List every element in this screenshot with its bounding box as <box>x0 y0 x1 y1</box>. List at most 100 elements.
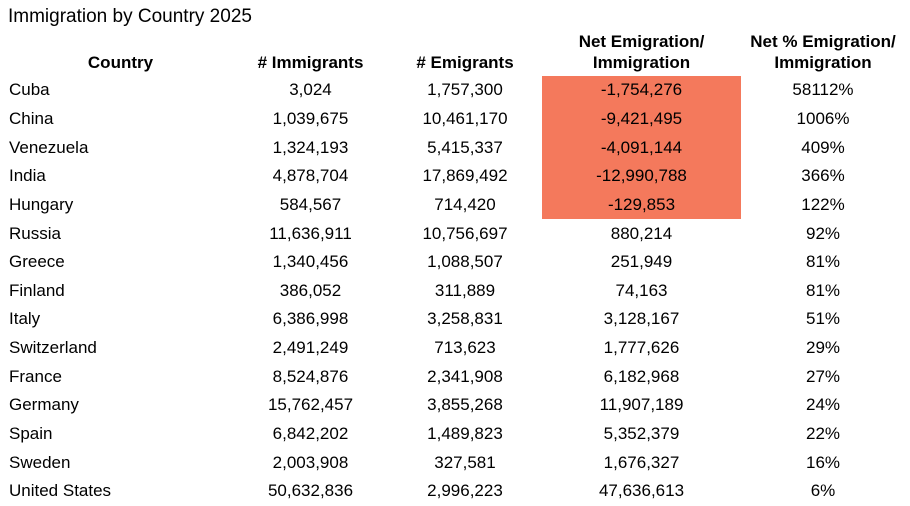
table-row: United States 50,632,836 2,996,223 47,63… <box>8 477 905 506</box>
cell-emigrants: 713,623 <box>434 338 496 358</box>
cell-country: France <box>9 366 62 386</box>
cell-net: 74,163 <box>615 280 668 300</box>
column-header-immigrants-label: # Immigrants <box>257 53 364 72</box>
column-header-country: Country <box>8 30 233 76</box>
table-header-row: Country # Immigrants # Emigrants Net Emi… <box>8 30 905 76</box>
cell-emigrants: 10,756,697 <box>422 223 508 243</box>
cell-net: 11,907,189 <box>599 395 684 415</box>
cell-immigrants: 2,003,908 <box>272 452 349 472</box>
column-header-emigrants: # Emigrants <box>388 30 542 76</box>
cell-net-pct: 122% <box>801 194 845 214</box>
table-row: Finland 386,052 311,889 74,163 81% <box>8 276 905 305</box>
cell-country: Switzerland <box>9 338 97 358</box>
cell-net: -1,754,276 <box>542 76 741 105</box>
column-header-net-label-line2: Immigration <box>592 53 691 72</box>
cell-country: Italy <box>9 309 41 329</box>
table-row: Spain 6,842,202 1,489,823 5,352,379 22% <box>8 420 905 449</box>
column-header-emigrants-label: # Emigrants <box>416 53 514 72</box>
column-header-country-label: Country <box>87 53 154 72</box>
column-header-immigrants: # Immigrants <box>233 30 388 76</box>
cell-net-pct: 81% <box>805 280 841 300</box>
table-row: Germany 15,762,457 3,855,268 11,907,189 … <box>8 391 905 420</box>
cell-country: Finland <box>9 280 65 300</box>
cell-net-pct: 92% <box>805 223 841 243</box>
cell-immigrants: 4,878,704 <box>272 166 349 186</box>
column-header-net: Net Emigration/ Immigration <box>542 30 741 76</box>
table-row: Russia 11,636,911 10,756,697 880,214 92% <box>8 219 905 248</box>
cell-net: 6,182,968 <box>603 366 680 386</box>
cell-emigrants: 17,869,492 <box>422 166 508 186</box>
cell-net-pct: 29% <box>805 338 841 358</box>
cell-net-pct: 24% <box>805 395 841 415</box>
table-row: Cuba 3,024 1,757,300 -1,754,276 58112% <box>8 76 905 105</box>
cell-net-pct: 366% <box>801 166 845 186</box>
cell-immigrants: 1,340,456 <box>272 252 349 272</box>
cell-net: 5,352,379 <box>603 424 680 443</box>
table-row: Italy 6,386,998 3,258,831 3,128,167 51% <box>8 305 905 334</box>
cell-net-pct: 51% <box>805 309 841 329</box>
table-row: Sweden 2,003,908 327,581 1,676,327 16% <box>8 448 905 477</box>
cell-country: India <box>9 166 46 186</box>
cell-immigrants: 1,324,193 <box>272 137 349 157</box>
table-row: India 4,878,704 17,869,492 -12,990,788 3… <box>8 161 905 191</box>
column-header-net-pct-label-line2: Immigration <box>774 53 872 72</box>
column-header-net-pct-label-line1: Net % Emigration/ <box>750 32 896 51</box>
cell-emigrants: 1,489,823 <box>427 424 503 443</box>
table-row: Venezuela 1,324,193 5,415,337 -4,091,144… <box>8 133 905 162</box>
cell-net-pct: 16% <box>805 452 841 472</box>
table-row: China 1,039,675 10,461,170 -9,421,495 10… <box>8 104 905 134</box>
cell-immigrants: 1,039,675 <box>272 108 349 128</box>
cell-country: United States <box>9 481 112 501</box>
cell-immigrants: 11,636,911 <box>269 223 352 243</box>
cell-immigrants: 15,762,457 <box>267 395 354 415</box>
column-header-net-pct: Net % Emigration/ Immigration <box>741 30 905 76</box>
cell-net: 1,676,327 <box>603 452 680 472</box>
cell-net: 3,128,167 <box>603 309 680 329</box>
cell-net-pct: 22% <box>805 424 841 443</box>
cell-net-pct: 6% <box>810 481 836 501</box>
cell-net-pct: 409% <box>801 137 845 157</box>
cell-country: Hungary <box>9 194 74 214</box>
cell-immigrants: 3,024 <box>289 80 332 100</box>
immigration-table: Country # Immigrants # Emigrants Net Emi… <box>8 30 905 506</box>
cell-immigrants: 6,386,998 <box>272 309 349 329</box>
cell-country: Sweden <box>9 452 71 472</box>
cell-country: Russia <box>9 223 61 243</box>
cell-net: -12,990,788 <box>542 161 741 191</box>
cell-net-pct: 27% <box>805 366 841 386</box>
table-row: France 8,524,876 2,341,908 6,182,968 27% <box>8 362 905 391</box>
cell-net-pct: 58112% <box>792 80 854 100</box>
cell-emigrants: 10,461,170 <box>422 108 508 128</box>
cell-immigrants: 386,052 <box>279 280 342 300</box>
table-row: Greece 1,340,456 1,088,507 251,949 81% <box>8 248 905 277</box>
cell-emigrants: 5,415,337 <box>427 137 503 157</box>
cell-country: China <box>9 108 54 128</box>
cell-immigrants: 8,524,876 <box>272 366 349 386</box>
cell-emigrants: 3,258,831 <box>427 309 503 329</box>
cell-net: -4,091,144 <box>542 133 741 162</box>
cell-net: -129,853 <box>542 190 741 220</box>
table-row: Hungary 584,567 714,420 -129,853 122% <box>8 190 905 220</box>
cell-country: Germany <box>9 395 79 415</box>
page-title: Immigration by Country 2025 <box>8 6 252 27</box>
cell-emigrants: 2,341,908 <box>427 366 503 386</box>
cell-country: Greece <box>9 252 65 272</box>
cell-emigrants: 1,088,507 <box>427 252 503 272</box>
table-row: Switzerland 2,491,249 713,623 1,777,626 … <box>8 334 905 363</box>
cell-net: 880,214 <box>610 223 673 243</box>
cell-country: Spain <box>9 424 53 443</box>
cell-emigrants: 1,757,300 <box>427 80 503 100</box>
cell-net: -9,421,495 <box>542 104 741 134</box>
cell-emigrants: 714,420 <box>434 194 496 214</box>
cell-net-pct: 81% <box>805 252 841 272</box>
cell-immigrants: 50,632,836 <box>267 481 354 501</box>
cell-country: Cuba <box>9 80 50 100</box>
table-body: Cuba 3,024 1,757,300 -1,754,276 58112% C… <box>8 76 905 506</box>
cell-emigrants: 311,889 <box>434 280 496 300</box>
cell-net: 47,636,613 <box>598 481 685 501</box>
cell-immigrants: 6,842,202 <box>272 424 349 443</box>
cell-emigrants: 2,996,223 <box>427 481 503 501</box>
cell-country: Venezuela <box>9 137 89 157</box>
cell-net: 251,949 <box>610 252 673 272</box>
